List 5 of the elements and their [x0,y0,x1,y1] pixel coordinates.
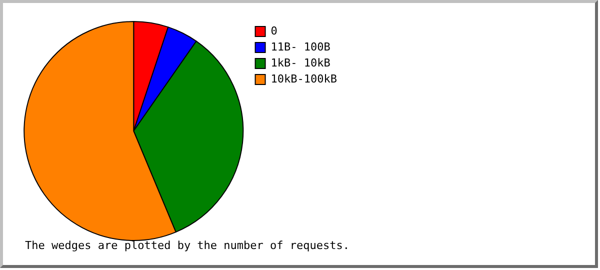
legend-label: 0 [270,24,278,38]
legend-label: 1kB- 10kB [270,56,331,70]
legend-label: 10kB-100kB [270,72,338,86]
legend-label: 11B- 100B [270,40,331,54]
text: The wedges are plotted by the number of requests. [25,239,350,252]
